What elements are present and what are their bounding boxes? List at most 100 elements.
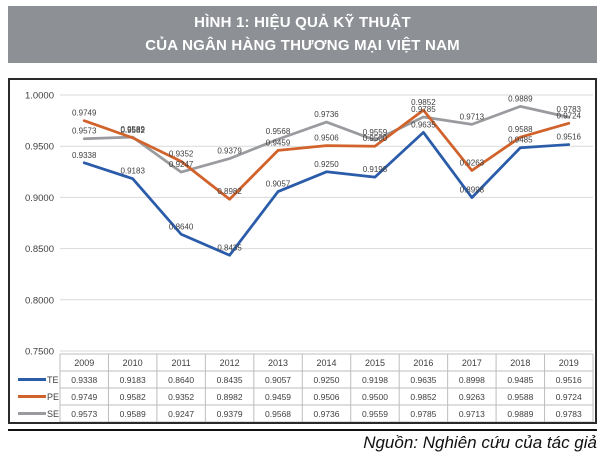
table-cell-TE: 0.8640 — [168, 375, 194, 385]
legend-label-TE: TE — [47, 375, 59, 385]
data-label-SE: 0.9736 — [314, 110, 339, 119]
table-cell-PE: 0.9352 — [168, 392, 194, 402]
data-table: 2009 2010 2011 2012 2013 2014 2015 2016 2017 2018… — [18, 353, 594, 422]
data-label-TE: 0.9635 — [411, 120, 436, 129]
footer-divider — [8, 429, 597, 431]
table-cell-PE: 0.9459 — [265, 392, 291, 402]
y-tick-label: 0.8500 — [25, 244, 54, 255]
table-year-header: 2011 — [171, 358, 190, 368]
data-label-PE: 0.9724 — [557, 111, 582, 120]
y-tick-label: 0.9000 — [25, 193, 54, 204]
table-cell-TE: 0.9635 — [410, 375, 436, 385]
legend-label-SE: SE — [47, 409, 59, 419]
y-tick-label: 0.9500 — [25, 142, 54, 153]
table-cell-TE: 0.8998 — [459, 375, 485, 385]
y-axis-tick-labels: 1.0000 0.9500 0.9000 0.8500 0.8000 0.7500 — [25, 91, 54, 358]
data-label-PE: 0.9749 — [72, 109, 97, 118]
table-cell-PE: 0.9582 — [120, 392, 146, 402]
data-label-TE: 0.9250 — [314, 160, 339, 169]
table-cell-SE: 0.9379 — [217, 409, 243, 419]
table-cell-PE: 0.9749 — [71, 392, 97, 402]
table-cell-TE: 0.9338 — [71, 375, 97, 385]
table-year-header: 2018 — [510, 358, 530, 368]
table-cell-PE: 0.9263 — [459, 392, 485, 402]
data-label-PE: 0.9500 — [363, 134, 388, 143]
data-label-SE: 0.9783 — [557, 105, 582, 114]
chart-svg: 1.0000 0.9500 0.9000 0.8500 0.8000 0.7500 0.93… — [18, 91, 594, 422]
data-label-TE: 0.9516 — [557, 133, 582, 142]
data-label-TE: 0.9057 — [266, 180, 291, 189]
data-label-SE: 0.9559 — [363, 128, 388, 137]
chart-container: 1.0000 0.9500 0.9000 0.8500 0.8000 0.7500 0.93… — [8, 78, 597, 424]
data-label-TE: 0.8435 — [217, 243, 242, 252]
data-label-PE: 0.9588 — [508, 125, 533, 134]
data-label-TE: 0.9338 — [72, 151, 97, 160]
table-cell-TE: 0.9250 — [314, 375, 340, 385]
table-year-header: 2014 — [316, 358, 336, 368]
data-label-TE: 0.8998 — [460, 186, 485, 195]
table-cell-SE: 0.9785 — [410, 409, 436, 419]
y-tick-label: 1.0000 — [25, 91, 54, 102]
table-cell-SE: 0.9889 — [507, 409, 533, 419]
series-line-TE — [82, 131, 571, 257]
table-cell-SE: 0.9247 — [168, 409, 194, 419]
data-label-PE: 0.9459 — [266, 138, 291, 147]
table-year-header: 2013 — [268, 358, 288, 368]
table-cell-SE: 0.9573 — [71, 409, 97, 419]
series-lines — [82, 104, 571, 257]
data-label-TE: 0.9183 — [120, 167, 145, 176]
data-label-TE: 0.9198 — [363, 165, 388, 174]
data-label-PE: 0.9506 — [314, 134, 339, 143]
table-cell-PE: 0.9852 — [410, 392, 436, 402]
data-label-TE: 0.8640 — [169, 222, 194, 231]
table-year-header: 2010 — [123, 358, 143, 368]
data-label-PE: 0.8982 — [217, 187, 242, 196]
table-cell-PE: 0.9506 — [314, 392, 340, 402]
table-year-header: 2019 — [559, 358, 579, 368]
data-label-PE: 0.9852 — [411, 98, 436, 107]
table-cell-SE: 0.9559 — [362, 409, 388, 419]
data-label-TE: 0.9485 — [508, 136, 533, 145]
data-label-SE: 0.9589 — [120, 125, 145, 134]
table-year-header: 2016 — [413, 358, 433, 368]
table-cell-SE: 0.9568 — [265, 409, 291, 419]
source-note: Nguồn: Nghiên cứu của tác giả — [363, 433, 597, 452]
data-label-PE: 0.9582 — [120, 126, 145, 135]
data-label-SE: 0.9247 — [169, 160, 194, 169]
figure-title-line1: HÌNH 1: HIỆU QUẢ KỸ THUẬT — [194, 14, 411, 31]
data-label-PE: 0.9263 — [460, 158, 485, 167]
series-line-PE — [82, 108, 571, 201]
table-cell-TE: 0.9198 — [362, 375, 388, 385]
y-tick-label: 0.7500 — [25, 347, 54, 358]
data-label-SE: 0.9379 — [217, 147, 242, 156]
legend-label-PE: PE — [47, 392, 59, 402]
table-cell-PE: 0.9588 — [507, 392, 533, 402]
data-label-SE: 0.9568 — [266, 127, 291, 136]
table-year-header: 2015 — [365, 358, 385, 368]
figure-title-line2: CỦA NGÂN HÀNG THƯƠNG MẠI VIỆT NAM — [145, 36, 460, 54]
table-cell-SE: 0.9783 — [556, 409, 582, 419]
table-cell-PE: 0.9500 — [362, 392, 388, 402]
y-tick-label: 0.8000 — [25, 295, 54, 306]
table-cell-SE: 0.9713 — [459, 409, 485, 419]
table-cell-TE: 0.8435 — [217, 375, 243, 385]
table-cell-TE: 0.9516 — [556, 375, 582, 385]
table-cell-SE: 0.9589 — [120, 409, 146, 419]
table-year-header: 2009 — [74, 358, 94, 368]
data-label-SE: 0.9713 — [460, 112, 485, 121]
table-cell-PE: 0.8982 — [217, 392, 243, 402]
series-line-SE — [82, 104, 571, 174]
data-label-PE: 0.9352 — [169, 149, 194, 158]
data-label-SE: 0.9889 — [508, 94, 533, 103]
data-labels: 0.9338 0.9183 0.8640 0.8435 0.9057 0.9250 0.91… — [72, 94, 582, 252]
table-cell-SE: 0.9736 — [314, 409, 340, 419]
table-cell-TE: 0.9485 — [507, 375, 533, 385]
table-cell-PE: 0.9724 — [556, 392, 582, 402]
figure-title-bar: HÌNH 1: HIỆU QUẢ KỸ THUẬT CỦA NGÂN HÀNG … — [8, 6, 597, 63]
table-year-header: 2017 — [462, 358, 482, 368]
table-cell-TE: 0.9057 — [265, 375, 291, 385]
data-label-SE: 0.9785 — [411, 105, 436, 114]
table-cell-TE: 0.9183 — [120, 375, 146, 385]
data-label-SE: 0.9573 — [72, 127, 97, 136]
